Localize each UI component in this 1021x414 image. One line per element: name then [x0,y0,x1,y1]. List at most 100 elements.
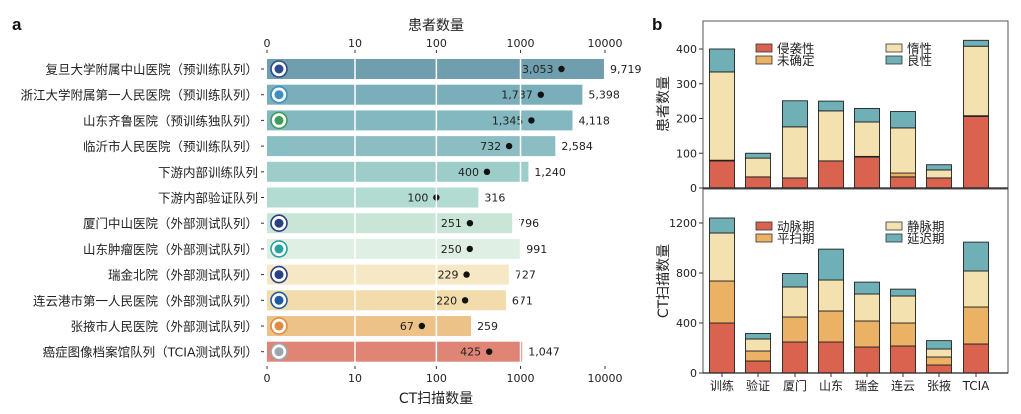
y-axis-label: CT扫描数量 [656,244,672,318]
ct-count-label: 671 [512,294,533,307]
stack-segment-1 [709,280,735,324]
legend-label: 平扫期 [777,231,815,246]
cohort-label: 下游内部训练队列 [158,165,258,180]
ct-count-label: 259 [477,320,498,333]
stack-segment-0 [926,364,952,374]
stack-segment-0 [745,176,771,189]
stack-segment-2 [854,121,880,157]
ct-count-bar [267,110,573,131]
patient-count-dot [463,271,470,278]
y-tick-label: 100 [676,147,697,160]
stack-segment-2 [963,45,989,117]
legend-swatch [885,221,903,231]
ct-count-bar [267,316,472,336]
stack-segment-0 [818,160,844,189]
cohort-label: 浙江大学附属第一人民医院（预训练队列） [20,88,258,103]
cohort-label: 连云港市第一人民医院（外部测试队列） [33,293,258,308]
stack-segment-1 [890,172,916,178]
patient-count-dot [537,91,544,98]
panel-label-b: b [652,15,662,34]
stack-segment-3 [782,100,808,128]
ct-count-bar [267,136,556,157]
x-tick-label: 山东 [819,379,843,393]
x-tick-label: 验证 [746,378,770,393]
y-tick-label: 0 [690,367,697,380]
stack-segment-3 [854,107,880,123]
stack-segment-1 [854,320,880,348]
patient-count-dot [558,65,565,73]
y-tick-label: 800 [676,267,697,280]
stack-segment-3 [818,248,844,281]
stack-segment-0 [926,177,952,189]
stack-segment-2 [926,348,952,358]
legend-label: 良性 [907,53,932,68]
patient-count-dot [466,245,473,253]
stack-segment-0 [818,341,844,374]
legend-label: 静脉期 [907,219,945,234]
bottom-tick-label: 10 [348,372,362,385]
legend-swatch [755,55,773,65]
stack-segment-3 [926,164,952,171]
stack-segment-0 [745,360,771,374]
legend-swatch [885,55,903,65]
stack-segment-0 [854,156,880,189]
legend-label: 动脉期 [777,219,815,234]
ct-count-label: 4,118 [578,114,610,127]
patient-count-label: 1,737 [501,89,533,102]
bottom-tick-label: 100 [426,372,447,385]
logo-core-icon [274,321,284,331]
bottom-axis-label: CT扫描数量 [399,391,473,407]
stack-segment-2 [818,279,844,312]
logo-core-icon [274,64,284,74]
patient-count-label: 3,053 [522,63,554,76]
cohort-label: 张掖市人民医院（外部测试队列） [70,319,258,334]
legend-label: 延迟期 [907,231,945,246]
x-tick-label: 厦门 [783,378,807,393]
logo-core-icon [274,115,284,125]
stack-segment-2 [782,126,808,179]
stack-segment-0 [709,322,735,374]
patient-count-label: 400 [458,166,479,179]
ct-count-bar [267,84,583,105]
x-tick-label: 瑞金 [855,378,879,393]
top-tick-label: 0 [264,37,271,50]
cohort-label: 下游内部验证队列 [158,191,258,206]
patient-count-dot [505,142,513,150]
bottom-tick-label: 0 [264,372,271,385]
stack-segment-3 [745,333,771,340]
ct-count-label: 727 [515,269,536,282]
patient-count-label: 732 [480,140,501,153]
stack-segment-0 [963,343,989,374]
patient-count-label: 425 [460,346,481,359]
stack-segment-1 [890,322,916,347]
patient-count-dot [418,322,426,330]
stack-segment-2 [890,127,916,174]
patient-count-dot [461,297,469,304]
cohort-label: 复旦大学附属中山医院（预训练队列） [45,62,258,77]
y-tick-label: 400 [676,43,697,56]
patient-count-label: 220 [436,294,457,307]
cohort-label: 山东肿瘤医院（外部测试队列） [83,242,258,257]
stack-segment-2 [745,157,771,178]
patient-count-dot [485,348,493,355]
legend-swatch [755,233,773,243]
top-tick-label: 10 [348,37,362,50]
stack-segment-1 [782,316,808,343]
y-axis-label: 患者数量 [656,76,672,132]
cohort-label: 山东齐鲁医院（预训练独队列） [83,113,258,128]
ct-count-bar [267,290,506,311]
stack-segment-2 [890,295,916,324]
patient-count-label: 251 [441,217,462,230]
patient-count-dot [483,168,491,175]
bottom-tick-label: 1000 [507,372,535,385]
stack-segment-0 [963,115,989,189]
x-tick-label: 张掖 [927,379,951,393]
cohort-label: 厦门中山医院（外部测试队列） [83,216,258,231]
logo-core-icon [274,90,284,100]
stack-segment-0 [782,341,808,374]
legend-label: 未确定 [777,53,815,68]
stack-segment-0 [854,346,880,374]
